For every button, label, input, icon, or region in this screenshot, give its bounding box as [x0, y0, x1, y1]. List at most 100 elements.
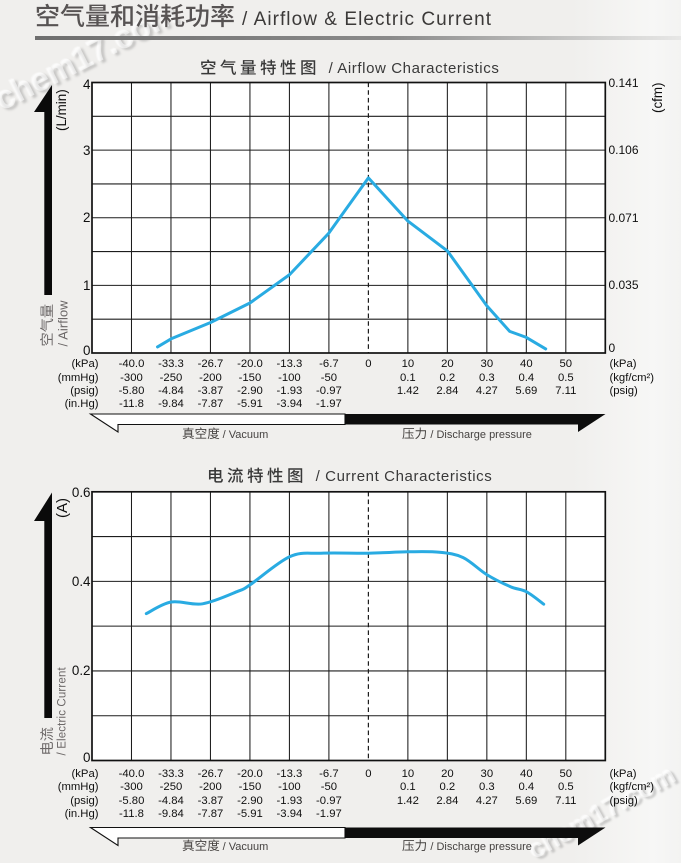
airflow-vacuum-arrow-label: / Vacuum [125, 427, 325, 442]
x-axis-row-unit-right: (kgf/cm²) [609, 781, 655, 794]
x-tick-value: 10 [401, 358, 415, 371]
x-tick-value: 1.42 [396, 384, 419, 397]
x-tick-value: -300 [120, 781, 143, 794]
x-tick-value: 0.4 [518, 781, 535, 794]
y-tick-label-left: 3 [83, 142, 91, 158]
airflow-vacuum-arrow-label-en: / Vacuum [222, 429, 269, 442]
x-tick-value: -20.0 [237, 358, 263, 371]
x-tick-value: -9.84 [158, 807, 184, 820]
x-tick-value: -300 [120, 371, 143, 384]
x-axis-row-unit-left: (psig) [70, 794, 99, 807]
airflow-pressure-arrow-label-zh [402, 427, 427, 441]
x-axis-row-unit-right: (kPa) [609, 358, 637, 371]
y-tick-label-right: 0.141 [608, 76, 639, 90]
vacuum-direction-arrow [88, 413, 346, 434]
chart-plot-current [34, 490, 607, 847]
x-tick-value: -0.97 [316, 794, 342, 807]
x-tick-value: 5.69 [515, 794, 538, 807]
x-tick-value: -3.87 [197, 794, 224, 807]
x-tick-value: -11.8 [119, 397, 144, 410]
x-tick-value: -26.7 [197, 358, 224, 371]
x-tick-value: 40 [520, 358, 533, 371]
x-tick-value: -1.93 [276, 794, 303, 807]
y-tick-label-left: 4 [83, 77, 91, 93]
plot-border [91, 81, 607, 354]
x-tick-value: -3.94 [276, 397, 303, 410]
x-tick-value: -250 [159, 781, 183, 794]
current-chart-title: / Current Characteristics [9, 467, 681, 487]
x-tick-value: -1.97 [316, 397, 342, 410]
x-tick-value: 5.69 [515, 384, 538, 397]
page-title-zh [35, 3, 235, 29]
current-chart-title-zh [207, 467, 307, 485]
airflow-y-axis-label: / Airflow [39, 300, 70, 347]
x-tick-value: -4.84 [158, 794, 184, 807]
y-tick-label-left: 0.2 [71, 663, 91, 679]
y-tick-label-right: 0 [608, 341, 616, 355]
current-chart-title-en: / Current Characteristics [315, 468, 493, 486]
x-tick-value: -5.80 [118, 384, 145, 397]
y-axis-direction-arrow [34, 85, 52, 295]
x-tick-value: 0 [365, 768, 372, 780]
x-tick-value: -33.3 [158, 768, 184, 780]
x-tick-value: 20 [441, 768, 454, 780]
x-tick-value: 0.2 [439, 371, 456, 384]
x-tick-value: -5.80 [118, 794, 145, 807]
x-axis-row-unit-left: (psig) [70, 384, 99, 397]
x-axis-row-unit-left: (mmHg) [57, 781, 99, 794]
y-tick-label-left: 2 [83, 210, 91, 226]
x-tick-value: -50 [320, 371, 338, 384]
airflow-pressure-arrow-label: / Discharge pressure [357, 427, 577, 442]
x-tick-value: -100 [278, 781, 301, 794]
y-tick-label-right: 0.035 [608, 278, 639, 293]
x-tick-value: -200 [199, 781, 222, 794]
x-tick-value: 20 [441, 358, 454, 371]
x-axis-row-unit-left: (in.Hg) [64, 807, 99, 820]
x-tick-value: 50 [559, 358, 573, 371]
y-tick-label-right: 0.071 [608, 210, 639, 225]
airflow-vacuum-arrow-label-zh [182, 427, 220, 441]
airflow-chart-title: / Airflow Characteristics [9, 58, 681, 79]
airflow-chart-title-en: / Airflow Characteristics [328, 60, 500, 78]
current-y-axis-label-zh [40, 667, 57, 755]
airflow-y-unit-left-label: (L/min) [54, 88, 69, 131]
series-curve-airflow [156, 176, 548, 351]
current-vacuum-arrow-label: / Vacuum [125, 839, 325, 854]
chart-plot-airflow [34, 81, 607, 434]
x-tick-value: -7.87 [197, 397, 224, 410]
current-pressure-arrow-label-zh [402, 839, 427, 853]
airflow-y-axis-label-zh [39, 300, 57, 346]
x-tick-value: -4.84 [158, 384, 184, 397]
current-y-unit-left-label: (A) [54, 498, 71, 518]
vacuum-direction-arrow [88, 826, 346, 847]
y-tick-label-left: 0.6 [71, 485, 91, 500]
x-tick-value: 1.42 [396, 794, 419, 807]
x-tick-value: -2.90 [237, 794, 263, 807]
x-tick-value: 0.3 [478, 781, 495, 794]
x-tick-value: 0.5 [557, 781, 574, 794]
x-tick-value: -250 [159, 371, 183, 384]
series-curve-current [144, 550, 546, 616]
x-tick-value: -40.0 [118, 768, 145, 780]
x-tick-value: 0.1 [400, 781, 416, 794]
x-tick-value: 7.11 [555, 384, 577, 397]
x-tick-value: -1.97 [316, 807, 342, 820]
x-axis-row-unit-left: (kPa) [71, 768, 99, 780]
x-axis-row-unit-left: (mmHg) [57, 371, 99, 384]
current-y-axis-label-en: / Electric Current [56, 666, 68, 755]
airflow-chart-title-zh [200, 58, 320, 77]
title-underline-bar [35, 36, 681, 40]
x-tick-value: -9.84 [158, 397, 184, 410]
x-tick-value: -6.7 [319, 358, 339, 371]
plot-border [91, 490, 607, 762]
pressure-direction-arrow [345, 827, 606, 846]
x-tick-value: 0.5 [557, 371, 574, 384]
x-tick-value: -0.97 [316, 384, 342, 397]
x-tick-value: -7.87 [197, 807, 224, 820]
page-title: / Airflow & Electric Current [35, 3, 492, 31]
x-tick-value: 50 [559, 768, 573, 780]
current-pressure-arrow-label-en: / Discharge pressure [430, 841, 532, 854]
x-tick-value: 0.3 [478, 371, 495, 384]
